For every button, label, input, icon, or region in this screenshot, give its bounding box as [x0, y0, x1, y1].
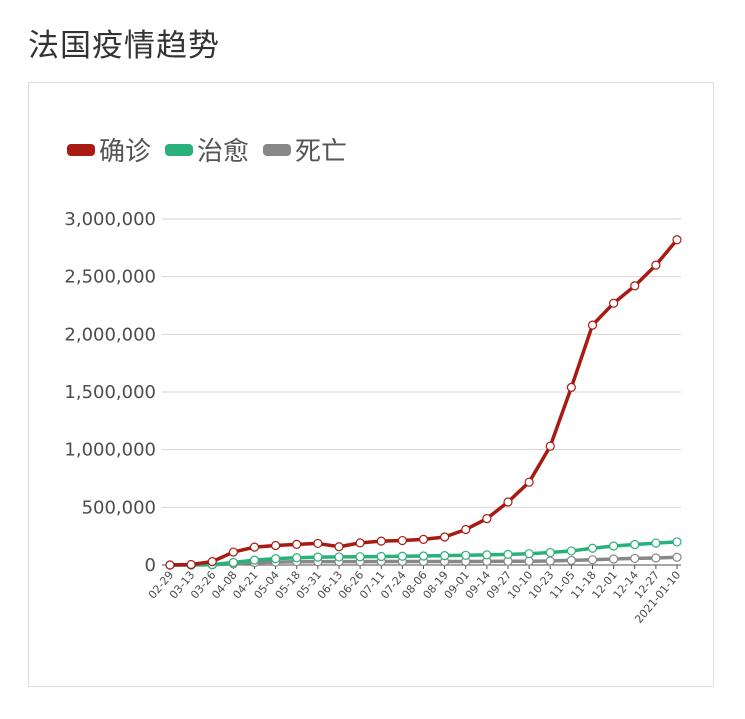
data-point — [482, 514, 492, 524]
data-point — [313, 538, 323, 549]
data-point — [397, 535, 407, 546]
data-point — [651, 538, 661, 548]
data-point — [271, 540, 281, 551]
legend-swatch-recovered — [165, 143, 194, 156]
data-point — [545, 441, 555, 451]
chart-card: 确诊 治愈 死亡 0 500,000 1,000,000 1,500,000 2,000… — [28, 82, 714, 687]
data-point — [566, 382, 576, 392]
data-point — [587, 320, 598, 330]
data-point — [292, 539, 302, 549]
legend: 确诊 治愈 死亡 — [67, 131, 347, 168]
data-point — [609, 541, 619, 551]
data-point — [249, 542, 260, 552]
data-point — [651, 553, 661, 563]
data-point — [672, 235, 682, 245]
data-point — [440, 551, 450, 561]
data-point — [376, 551, 386, 562]
data-point — [271, 554, 281, 564]
data-point — [630, 281, 640, 291]
legend-item-recovered[interactable]: 治愈 — [165, 131, 249, 168]
data-point — [672, 552, 682, 562]
legend-label-recovered: 治愈 — [197, 137, 250, 167]
data-point — [566, 546, 576, 556]
data-point — [651, 260, 661, 270]
y-tick-label: 3,000,000 — [64, 209, 156, 230]
legend-swatch-confirmed — [67, 143, 95, 156]
data-point — [334, 542, 344, 552]
data-point — [587, 543, 598, 553]
data-point — [440, 532, 450, 542]
data-point — [609, 554, 619, 564]
data-point — [630, 553, 640, 564]
data-point — [482, 550, 492, 560]
data-point — [418, 551, 429, 561]
data-point — [292, 553, 302, 563]
data-point — [524, 549, 534, 559]
y-tick-label: 1,000,000 — [64, 440, 156, 461]
legend-swatch-deaths — [263, 143, 292, 156]
data-point — [165, 560, 175, 570]
data-point — [545, 547, 555, 558]
data-point — [503, 549, 513, 559]
legend-label-confirmed: 确诊 — [99, 137, 152, 167]
page-title: 法国疫情趋势 — [28, 28, 220, 64]
data-point — [418, 534, 429, 544]
y-tick-label: 2,500,000 — [64, 267, 156, 288]
series-line-0 — [168, 238, 679, 567]
y-tick-label: 0 — [145, 555, 156, 576]
line-chart: 0 500,000 1,000,000 1,500,000 2,000,000 2,500… — [64, 209, 683, 626]
y-tick-label: 500,000 — [82, 497, 156, 518]
data-point — [186, 559, 196, 570]
data-point — [461, 524, 471, 535]
data-point — [334, 552, 344, 562]
data-point — [545, 556, 555, 566]
data-point — [503, 497, 513, 507]
legend-item-confirmed[interactable]: 确诊 — [67, 131, 151, 168]
legend-item-deaths[interactable]: 死亡 — [263, 131, 347, 168]
data-point — [461, 550, 471, 560]
data-point — [566, 555, 576, 565]
data-point — [355, 538, 365, 548]
data-point — [609, 298, 619, 308]
data-point — [397, 551, 407, 561]
data-point — [587, 555, 598, 565]
data-point — [207, 557, 217, 567]
data-point — [228, 547, 238, 557]
data-point — [249, 555, 260, 565]
data-point — [313, 552, 323, 562]
data-point — [630, 539, 640, 550]
data-point — [672, 537, 682, 547]
data-point — [376, 536, 386, 546]
y-tick-label: 1,500,000 — [64, 382, 156, 403]
data-point — [524, 477, 534, 487]
data-point — [355, 552, 365, 562]
y-tick-label: 2,000,000 — [64, 324, 156, 345]
legend-label-deaths: 死亡 — [295, 137, 348, 167]
data-point — [228, 557, 238, 568]
data-point — [524, 556, 534, 566]
